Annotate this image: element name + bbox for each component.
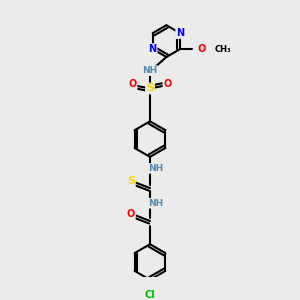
Text: N: N xyxy=(176,28,184,38)
Text: O: O xyxy=(164,80,172,89)
Text: S: S xyxy=(127,176,135,186)
Text: NH: NH xyxy=(148,164,164,173)
Text: Cl: Cl xyxy=(145,290,155,300)
Text: CH₃: CH₃ xyxy=(214,44,231,53)
Text: O: O xyxy=(127,209,135,219)
Text: O: O xyxy=(198,44,206,54)
Text: O: O xyxy=(128,80,136,89)
Text: NH: NH xyxy=(142,66,158,75)
Text: NH: NH xyxy=(148,199,164,208)
Text: N: N xyxy=(148,44,157,54)
Text: S: S xyxy=(146,83,154,94)
